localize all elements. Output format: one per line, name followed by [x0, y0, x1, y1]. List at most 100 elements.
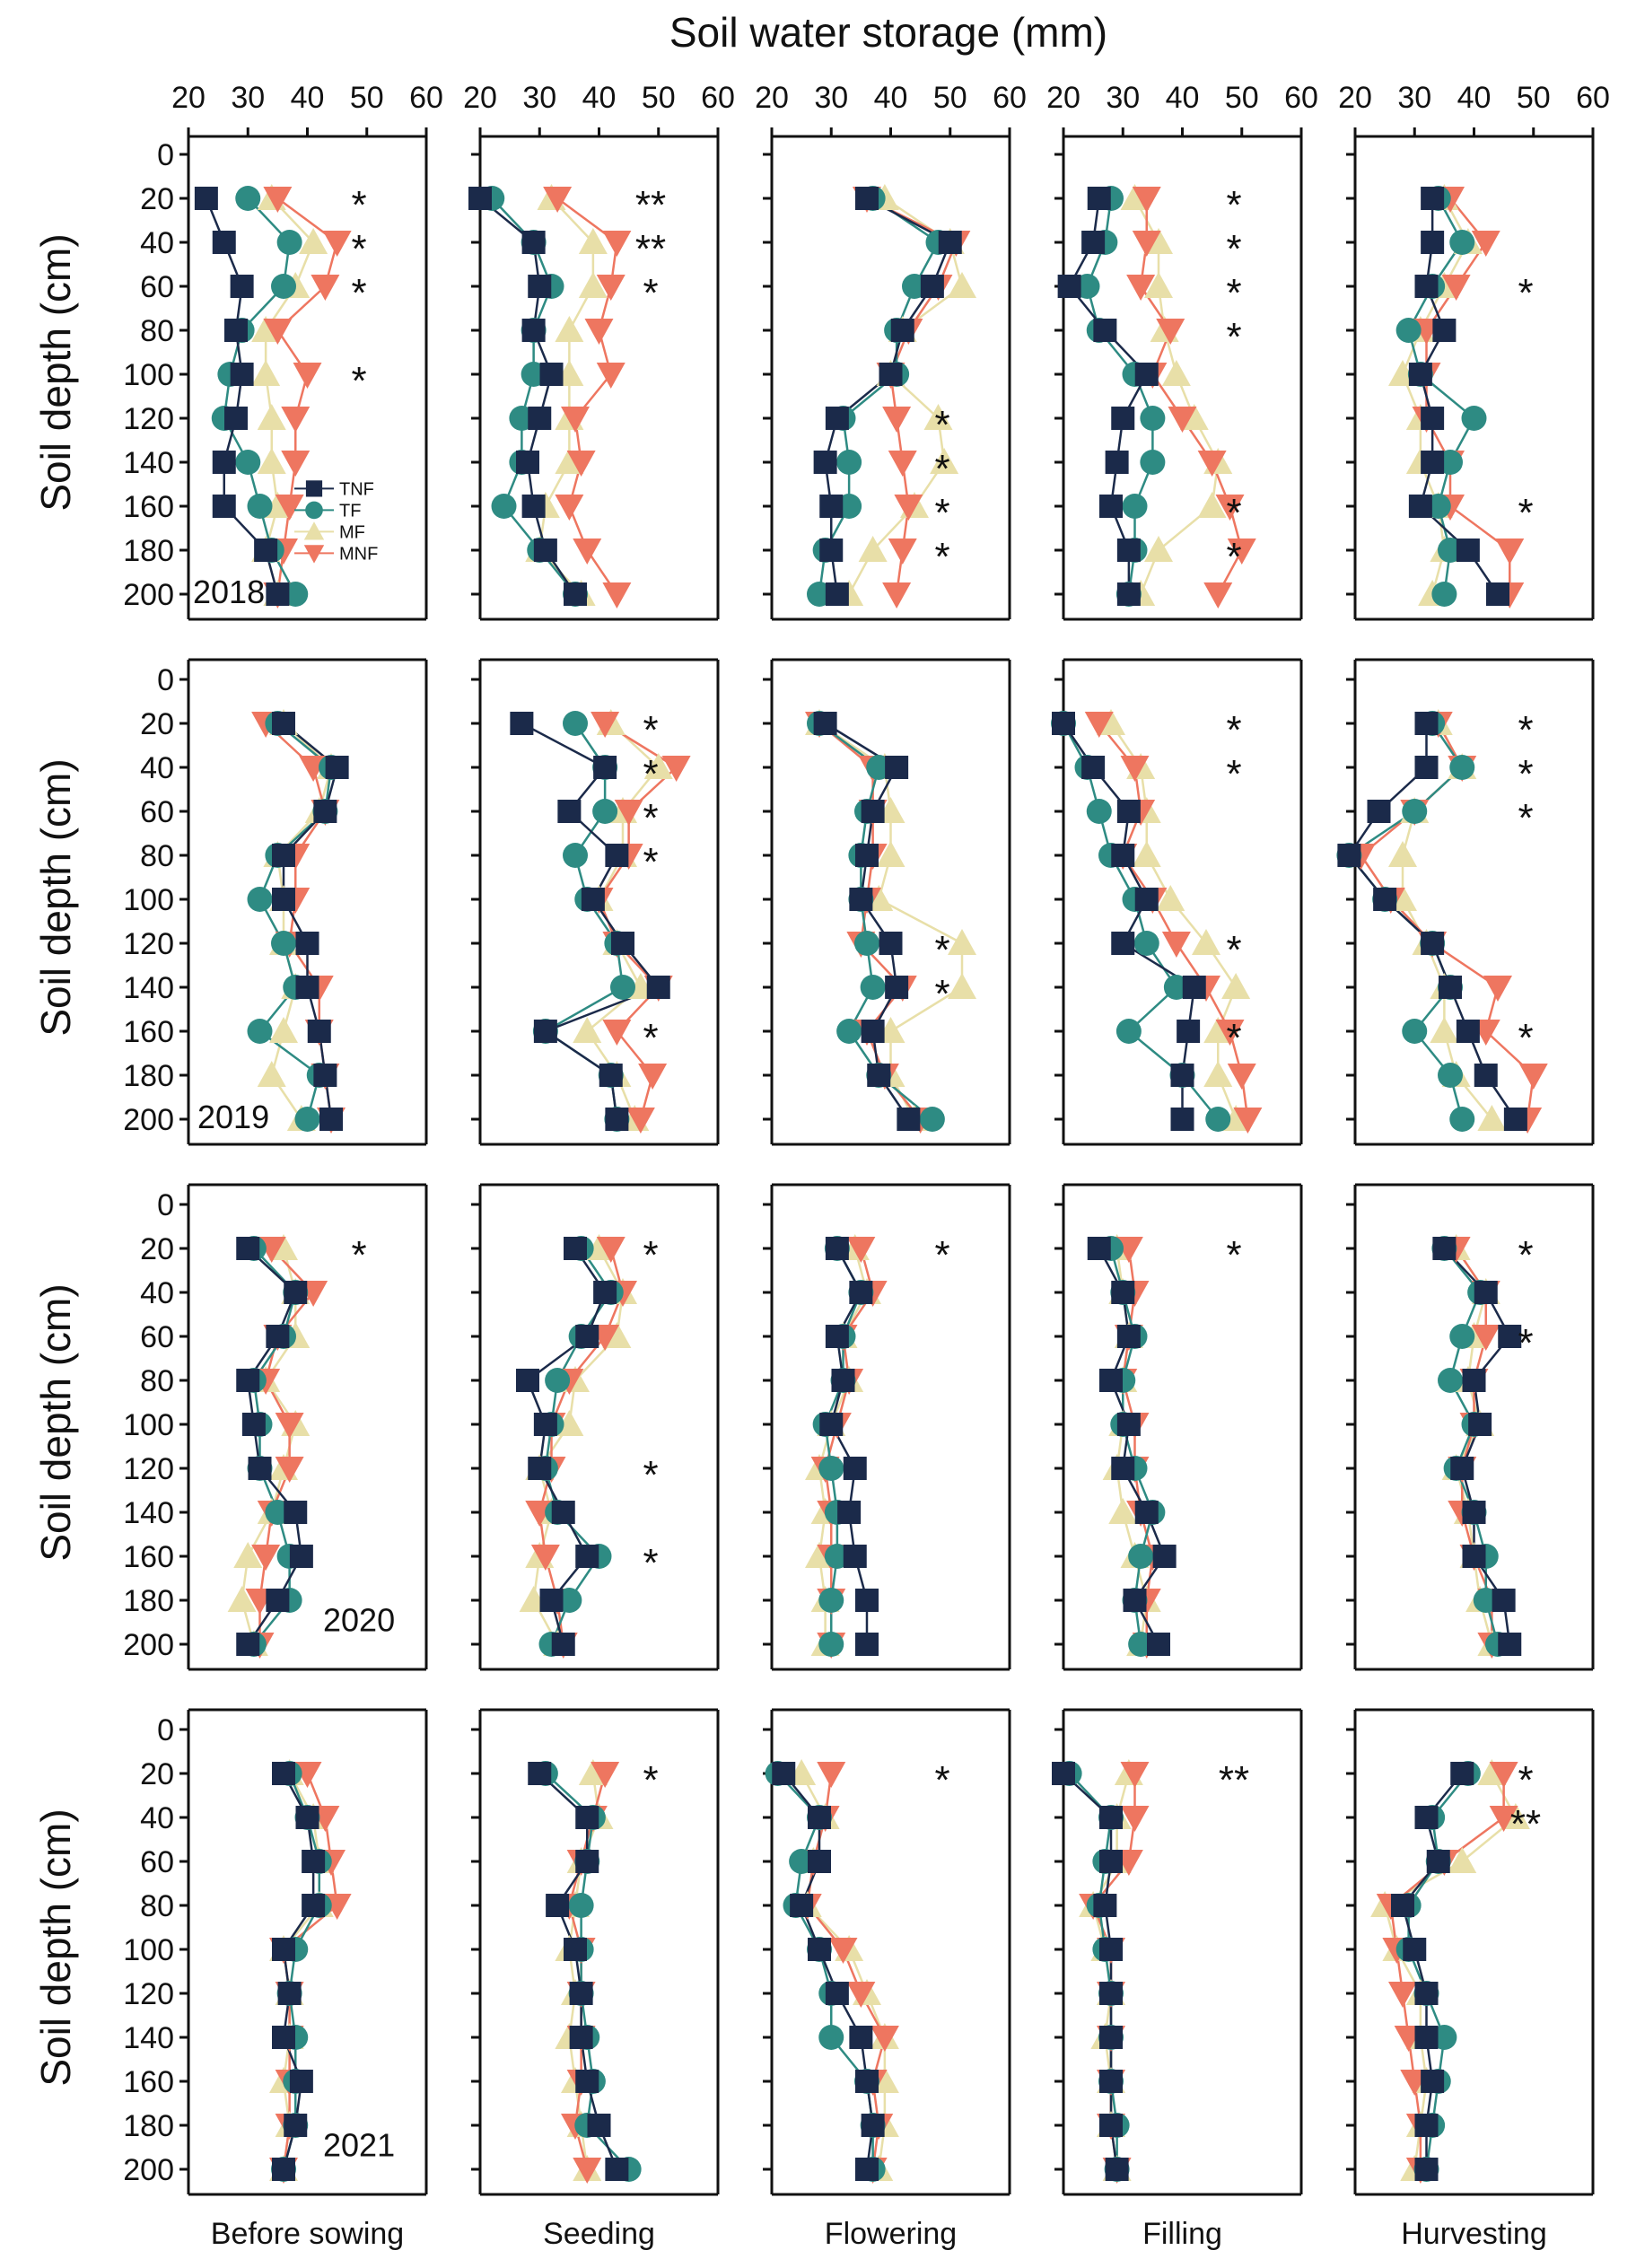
point-MNF — [602, 582, 632, 609]
point-MF — [948, 973, 976, 999]
point-MNF — [882, 582, 912, 609]
y-tick-label: 200 — [123, 1103, 174, 1137]
point-TNF — [837, 1501, 862, 1524]
series-line-TNF — [282, 722, 339, 1120]
series-line-TNF — [1401, 1773, 1464, 2169]
series-line-MF — [1401, 197, 1470, 595]
y-tick-label: 80 — [140, 839, 174, 873]
significance-mark: ** — [635, 227, 666, 271]
point-TNF — [521, 495, 546, 518]
series-line-MNF — [1359, 722, 1535, 1120]
point-TNF — [885, 976, 909, 999]
point-TF — [1133, 931, 1159, 956]
point-TNF — [236, 1369, 260, 1392]
point-TNF — [646, 976, 670, 999]
point-TNF — [564, 582, 587, 606]
point-TNF — [1414, 756, 1439, 779]
point-TNF — [1421, 407, 1445, 430]
point-TF — [919, 1107, 945, 1132]
series-line-MNF — [1389, 1773, 1505, 2169]
point-TNF — [528, 1762, 552, 1785]
point-TNF — [1373, 888, 1397, 911]
x-tick-label: 40 — [874, 81, 908, 115]
x-tick-label: 20 — [755, 81, 789, 115]
point-MNF — [846, 1982, 876, 2008]
point-TF — [818, 2025, 844, 2050]
series-line-MF — [241, 1248, 297, 1645]
point-TF — [271, 274, 296, 299]
point-TNF — [1111, 932, 1135, 955]
series-line-TNF — [205, 197, 279, 595]
y-tick-label: 160 — [123, 1540, 174, 1574]
point-TF — [1461, 406, 1487, 431]
point-TNF — [1450, 1762, 1474, 1785]
y-axis-title: Soil depth (cm) — [32, 1283, 79, 1561]
point-MNF — [1120, 1762, 1150, 1788]
y-tick-label: 140 — [123, 971, 174, 1005]
significance-mark: * — [1226, 315, 1241, 359]
point-TNF — [1093, 1894, 1117, 1917]
point-MF — [923, 404, 953, 430]
series-line-TNF — [246, 1248, 303, 1645]
significance-mark: * — [1226, 227, 1241, 271]
point-MF — [1144, 272, 1173, 298]
point-TNF — [254, 539, 278, 562]
point-MNF — [281, 407, 311, 433]
series-line-TF — [818, 722, 933, 1120]
significance-mark: * — [351, 1233, 366, 1277]
y-tick-label: 20 — [140, 1232, 174, 1266]
point-MNF — [846, 1237, 876, 1263]
panel-2021-seeding: * — [471, 1708, 720, 2196]
legend-marker-MF — [303, 521, 325, 540]
point-TNF — [1116, 582, 1141, 606]
y-tick-label: 80 — [140, 1889, 174, 1923]
stage-label: Seeding — [543, 2217, 655, 2251]
point-TNF — [521, 319, 546, 342]
point-MF — [251, 360, 281, 386]
significance-mark: * — [1518, 1321, 1533, 1365]
point-MF — [1203, 1061, 1233, 1087]
series-line-MNF — [276, 197, 339, 595]
point-MNF — [1132, 231, 1161, 257]
series-line-TNF — [1443, 1248, 1511, 1645]
y-tick-label: 140 — [123, 2021, 174, 2055]
point-TF — [276, 230, 302, 255]
significance-mark: * — [643, 1016, 658, 1060]
point-TNF — [533, 1413, 557, 1436]
point-TF — [247, 887, 273, 912]
point-MNF — [1227, 539, 1256, 565]
y-tick-label: 40 — [140, 1801, 174, 1835]
point-MF — [858, 536, 888, 562]
point-TNF — [611, 932, 634, 955]
point-TNF — [313, 1064, 337, 1087]
point-TNF — [1421, 932, 1445, 955]
point-TNF — [593, 756, 617, 779]
x-tick-label: 50 — [350, 81, 384, 115]
point-TNF — [1177, 1020, 1201, 1043]
x-tick-label: 50 — [933, 81, 967, 115]
point-TF — [1115, 1019, 1142, 1044]
point-MF — [227, 1586, 257, 1612]
point-MNF — [870, 2026, 899, 2052]
point-TF — [1395, 318, 1422, 343]
point-MNF — [1120, 756, 1150, 782]
point-TNF — [1367, 800, 1391, 823]
series-line-TNF — [538, 1773, 618, 2170]
point-TNF — [861, 1020, 885, 1043]
panel-2021-before-sowing: 0 20 40 60 80 100 120 140 160 180 200 2021 — [123, 1708, 428, 2196]
point-TNF — [879, 363, 903, 386]
significance-mark: * — [1226, 1233, 1241, 1277]
point-TNF — [284, 1501, 308, 1524]
point-TF — [563, 843, 588, 868]
point-MNF — [591, 1762, 620, 1788]
point-TNF — [1105, 451, 1129, 474]
point-MNF — [573, 539, 602, 565]
point-MNF — [1233, 1108, 1263, 1134]
point-TNF — [1081, 231, 1106, 254]
point-MF — [573, 1017, 602, 1043]
y-tick-label: 160 — [123, 2065, 174, 2099]
point-MNF — [573, 2158, 602, 2184]
point-TNF — [1099, 1982, 1123, 2005]
point-TF — [247, 494, 273, 519]
y-tick-label: 200 — [123, 2153, 174, 2187]
